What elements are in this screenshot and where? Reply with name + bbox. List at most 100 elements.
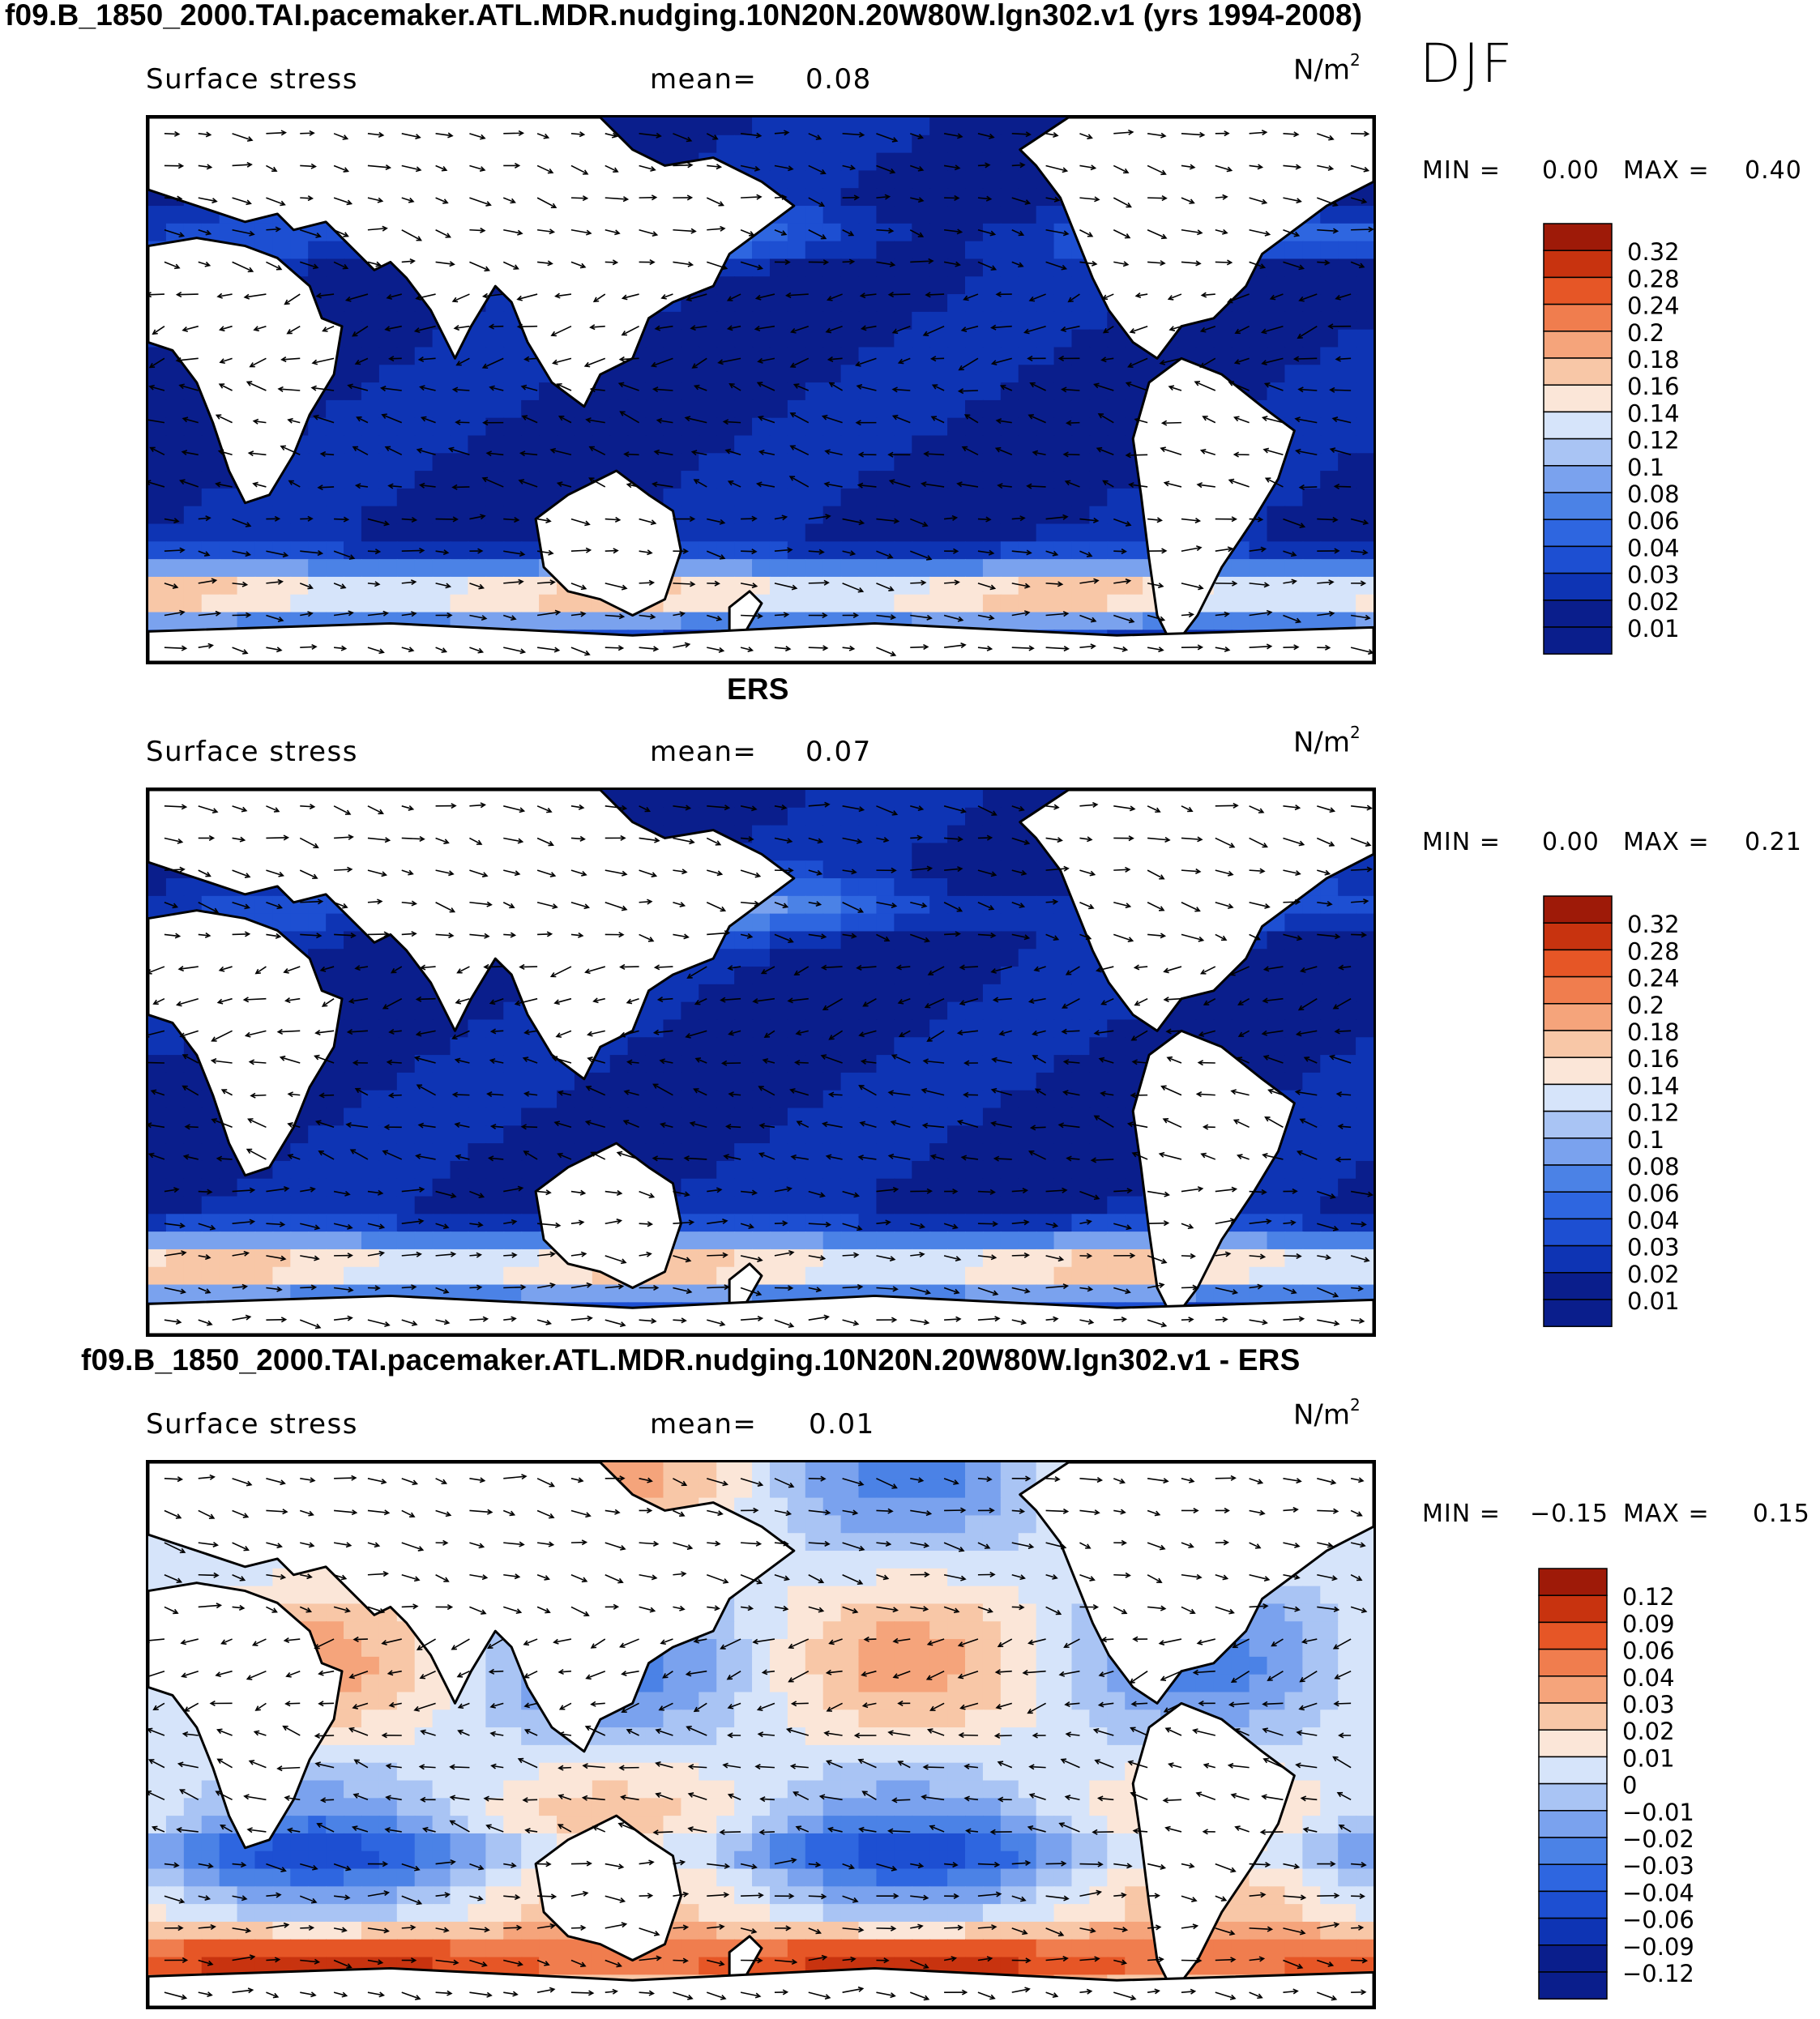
field-cell (609, 435, 629, 455)
field-cell (840, 117, 860, 136)
field-cell (1356, 1108, 1374, 1127)
field-cell (787, 1055, 806, 1074)
stress-arrow-head (791, 584, 798, 591)
stress-arrow (1265, 382, 1284, 391)
field-cell (414, 471, 434, 489)
panel-2-mean-value: 0.07 (805, 736, 872, 768)
field-cell (308, 895, 327, 915)
field-cell (378, 1160, 398, 1180)
stress-arrow (1330, 389, 1352, 391)
field-cell (1320, 241, 1339, 260)
stress-arrow-head (274, 515, 281, 522)
field-cell (1320, 329, 1339, 348)
stress-arrow (789, 476, 810, 488)
field-cell (1036, 612, 1055, 631)
field-cell (1018, 117, 1037, 136)
field-cell (699, 347, 718, 366)
stress-arrow-head (271, 166, 278, 173)
stress-arrow (1181, 261, 1201, 265)
stress-arrow (652, 483, 673, 488)
field-cell (1284, 311, 1304, 331)
field-cell (361, 523, 380, 543)
stress-arrow (1113, 229, 1130, 239)
stress-arrow (482, 477, 504, 488)
stress-arrow-head (379, 386, 387, 392)
field-cell (1125, 488, 1144, 507)
stress-arrow (1317, 133, 1334, 140)
field-cell (805, 1001, 824, 1021)
stress-arrow-head (1026, 483, 1032, 489)
field-cell (1089, 471, 1109, 489)
field-cell (1356, 435, 1374, 455)
field-cell (1356, 506, 1374, 525)
stress-arrow (266, 647, 282, 651)
field-cell (1107, 1037, 1126, 1056)
stress-arrow (977, 133, 994, 139)
field-cell (344, 1108, 362, 1127)
field-cell (1284, 931, 1304, 950)
field-cell (344, 1160, 362, 1180)
field-cell (894, 488, 913, 507)
field-cell (1284, 913, 1304, 933)
field-cell (609, 612, 629, 631)
field-cell (1302, 1055, 1322, 1074)
field-cell (876, 117, 895, 136)
field-cell (183, 1125, 203, 1145)
field-cell (432, 523, 451, 543)
field-cell (752, 365, 771, 384)
stress-arrow (977, 647, 992, 650)
field-cell (1000, 1019, 1019, 1039)
field-cell (1018, 878, 1037, 897)
field-cell (965, 913, 984, 933)
field-cell (822, 188, 842, 207)
field-cell (822, 329, 842, 348)
field-cell (752, 311, 771, 331)
field-cell (769, 1055, 788, 1074)
field-cell (308, 471, 327, 489)
stress-arrow (957, 483, 979, 488)
stress-arrow (469, 647, 483, 653)
stress-arrow (232, 133, 253, 141)
field-cell (947, 967, 966, 985)
stress-arrow-head (516, 323, 523, 330)
field-cell (645, 347, 664, 366)
field-cell (326, 559, 345, 578)
field-cell (929, 1072, 949, 1091)
stress-arrow-head (215, 610, 222, 617)
field-cell (965, 365, 984, 384)
field-cell (1213, 612, 1233, 631)
stress-arrow-head (714, 580, 720, 587)
stress-arrow (943, 164, 959, 169)
field-cell (894, 170, 913, 190)
stress-arrow-head (1160, 233, 1168, 240)
stress-arrow-head (343, 232, 349, 237)
field-cell (627, 399, 647, 419)
stress-arrow (435, 164, 447, 171)
field-cell (361, 382, 380, 401)
stress-arrow-head (1127, 362, 1134, 369)
field-cell (378, 1001, 398, 1021)
field-cell (592, 399, 611, 419)
field-cell (1302, 913, 1322, 933)
field-cell (344, 949, 362, 968)
field-cell (1053, 311, 1073, 331)
stress-arrow (1045, 647, 1069, 650)
field-cell (769, 913, 788, 933)
field-cell (982, 134, 1002, 154)
field-cell (699, 1178, 718, 1197)
field-cell (1213, 594, 1233, 613)
stress-arrow (382, 414, 403, 424)
stress-arrow-head (781, 194, 788, 201)
field-cell (1302, 1072, 1322, 1091)
stress-arrow-head (354, 359, 361, 365)
stress-arrow-head (754, 165, 761, 172)
stress-arrow-head (1368, 226, 1374, 233)
stress-arrow (822, 415, 843, 424)
stress-arrow-head (994, 446, 1002, 453)
stress-arrow (1283, 229, 1299, 237)
field-cell (876, 1160, 895, 1180)
stress-arrow-head (917, 134, 925, 139)
field-cell (769, 1001, 788, 1021)
field-cell (1356, 241, 1374, 260)
field-cell (1018, 1037, 1037, 1056)
